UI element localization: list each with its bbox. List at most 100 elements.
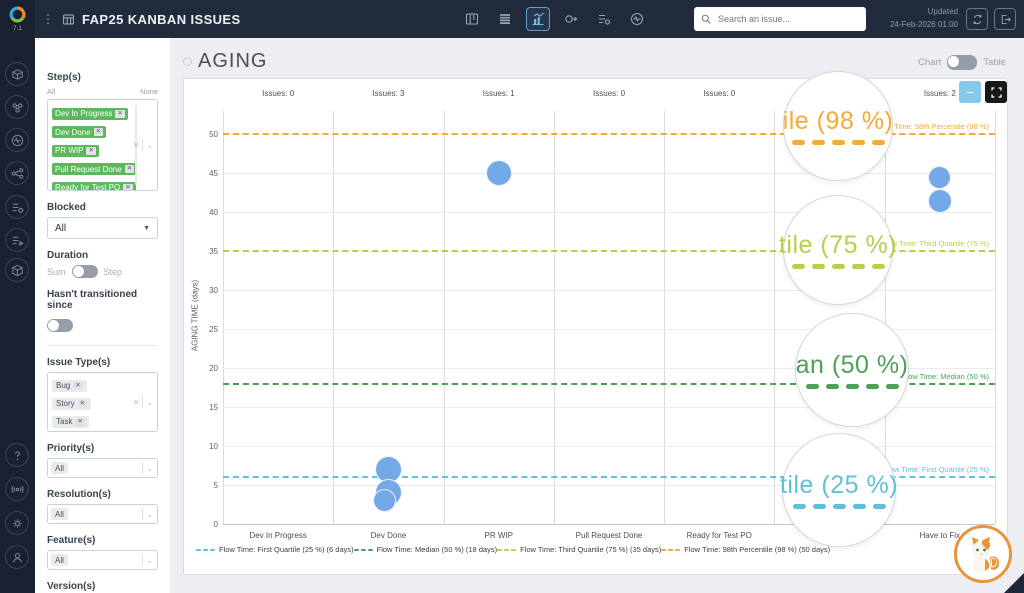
app-logo[interactable]: 7.1 [0,0,35,56]
y-axis-tick: 25 [209,325,218,335]
legend-item: Flow Time: 98th Percentile (98 %) (50 da… [661,545,830,554]
steps-multiselect[interactable]: Dev In Progress ✕ Dev Done ✕ PR WIP ✕ Pull Req… [47,99,158,191]
package-icon[interactable] [5,62,29,86]
percentile-line [223,382,995,385]
steps-all-link[interactable]: All [47,87,56,96]
step-tag: Pull Request Done ✕ [52,163,138,175]
chart-table-toggle[interactable] [947,55,978,70]
step-tag: Dev Done ✕ [52,126,107,138]
steps-clear-icon[interactable]: ✕ [132,140,140,150]
issue-types-clear-icon[interactable]: ✕ [132,397,140,407]
account-icon[interactable] [5,545,29,569]
issue-types-label: Issue Type(s) [47,357,111,368]
kebab-menu-icon[interactable]: ⋮ [42,12,54,26]
vertical-gridline [774,111,776,524]
network-icon[interactable] [5,161,29,185]
column-issue-count: Issues: 0 [593,89,626,98]
legend-dash-swatch [661,548,681,551]
pulse-icon[interactable] [625,7,649,31]
steps-scrollbar[interactable] [135,105,137,185]
logout-button[interactable] [994,8,1016,30]
legend-item: Flow Time: First Quartile (25 %) (6 days… [196,545,354,554]
boards-icon[interactable] [460,7,484,31]
issue-type-tag: Story ✕ [52,397,92,410]
cat-avatar[interactable] [954,525,1012,583]
workflow-icon[interactable] [559,7,583,31]
audio-icon[interactable] [5,477,29,501]
cube-icon[interactable] [5,258,29,282]
filter-label-1: Resolution(s) [47,489,111,500]
percentile-line [223,250,995,253]
step-tag-label: Dev Done [55,127,91,137]
pulse-circle-icon[interactable] [5,128,29,152]
issue-type-tag-remove-icon[interactable]: ✕ [73,381,83,390]
page-title: AGING [198,50,268,72]
view-switcher [460,7,649,31]
chevron-down-icon[interactable]: ⌄ [146,509,153,519]
percentile-line-label: Flow Time: Median (50 %) [901,371,989,381]
percentile-line [223,476,995,479]
list-run-icon[interactable] [5,228,29,252]
issue-dot[interactable] [372,489,396,513]
horizontal-gridline [223,368,995,370]
legend-label: Flow Time: 98th Percentile (98 %) (50 da… [684,545,831,554]
filter-select-0[interactable]: All ⌄ [47,458,158,478]
magnifier-text: tile (75 %) [778,230,898,259]
fullscreen-icon [990,86,1002,98]
step-tag-remove-icon[interactable]: ✕ [86,146,96,155]
legend-dash-swatch [353,548,373,551]
filter-select-value: All [51,554,68,566]
chevron-down-icon[interactable]: ⌄ [146,463,153,473]
list-gear-icon[interactable] [5,195,29,219]
issue-type-tag-label: Story [56,399,75,408]
issue-dot[interactable] [927,188,952,213]
magnifier-text: an (50 %) [795,350,909,379]
list-icon[interactable] [493,7,517,31]
magnifier-dashes [805,383,899,390]
y-axis-tick: 50 [209,130,218,140]
steps-none-link[interactable]: None [140,87,158,96]
issue-dot[interactable] [485,160,512,187]
blocked-value: All [55,222,67,234]
steps-allnone: All None [47,87,158,96]
step-tag-remove-icon[interactable]: ✕ [115,109,125,118]
help-icon[interactable] [5,443,29,467]
zoom-out-button[interactable]: − [959,81,981,103]
hasnt-transitioned-toggle[interactable] [47,319,73,332]
magnifier-text: tile (25 %) [779,470,899,499]
steps-chevron-down-icon[interactable]: ⌄ [146,140,153,150]
y-axis-tick: 35 [209,247,218,257]
list-settings-icon[interactable] [592,7,616,31]
issue-types-multiselect[interactable]: Bug ✕ Story ✕ Task ✕ ✕ ⌄ [47,372,158,432]
step-tag-row: Pull Request Done ✕ [52,159,138,178]
chevron-down-icon[interactable]: ⌄ [146,555,153,565]
percentile-line [223,133,995,136]
blocked-select[interactable]: All ▼ [47,217,158,239]
column-issue-count: Issues: 1 [482,89,515,98]
step-tag-remove-icon[interactable]: ✕ [123,183,133,191]
fullscreen-button[interactable] [985,81,1007,103]
cluster-icon[interactable] [5,95,29,119]
settings-icon[interactable] [5,511,29,535]
cat-image [972,537,1000,573]
issue-dot[interactable] [374,456,402,483]
issue-dot[interactable] [928,165,952,189]
issue-type-tag-remove-icon[interactable]: ✕ [77,399,88,408]
info-icon[interactable] [183,57,192,66]
issue-type-tag-remove-icon[interactable]: ✕ [75,417,85,426]
magnifier-bubble: an (50 %) [795,313,909,427]
duration-toggle[interactable] [71,265,98,278]
filter-select-1[interactable]: All ⌄ [47,504,158,524]
filter-select-2[interactable]: All ⌄ [47,550,158,570]
corner-resize-handle [1004,573,1024,593]
updated-label: Updated [927,7,958,16]
duration-step-label: Step [103,266,123,277]
search-input[interactable] [716,13,860,25]
issue-types-chevron-down-icon[interactable]: ⌄ [146,397,153,407]
step-tag: Ready for Test PO ✕ [52,181,136,191]
chart-icon[interactable] [526,7,550,31]
updated-time: 24-Feb-2026 01:00 [889,19,958,29]
step-tag-remove-icon[interactable]: ✕ [124,165,135,173]
step-tag-remove-icon[interactable]: ✕ [93,128,104,136]
sync-button[interactable] [966,8,988,30]
